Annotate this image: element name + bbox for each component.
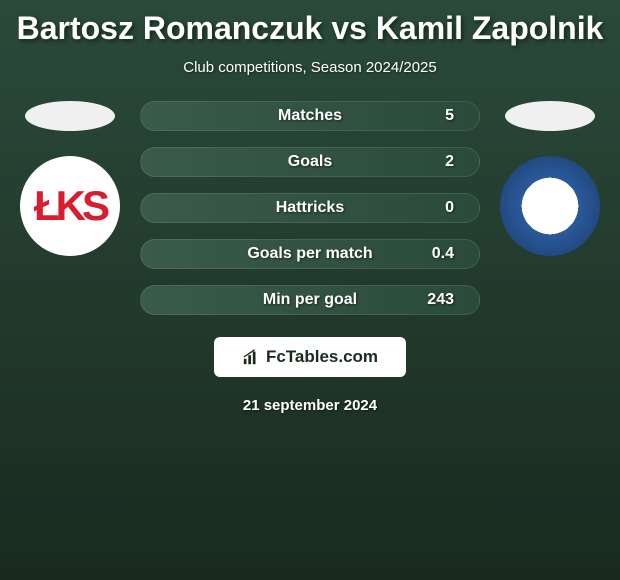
player-right-avatar [505,101,595,131]
stat-row: Goals per match 0.4 [140,239,480,269]
stat-right-value: 243 [414,291,454,309]
player-left-avatar [25,101,115,131]
club-logo-left: ŁKS [20,156,120,256]
brand-label: FcTables.com [266,347,378,367]
stat-label: Hattricks [206,199,414,217]
brand-container: FcTables.com [0,337,620,377]
stat-right-value: 0 [414,199,454,217]
stat-label: Goals [206,153,414,171]
stat-row: Min per goal 243 [140,285,480,315]
club-logo-right: TERMALICA BRUK-BET [500,156,600,256]
subtitle: Club competitions, Season 2024/2025 [0,59,620,76]
page-title: Bartosz Romanczuk vs Kamil Zapolnik [0,0,620,47]
comparison-content: ŁKS Matches 5 Goals 2 Hattricks 0 Goals … [0,101,620,315]
stat-right-value: 5 [414,107,454,125]
chart-icon [242,348,260,366]
stat-row: Hattricks 0 [140,193,480,223]
date-label: 21 september 2024 [0,397,620,414]
stat-label: Matches [206,107,414,125]
stat-label: Goals per match [206,245,414,263]
stat-row: Matches 5 [140,101,480,131]
club-logo-right-text: TERMALICA BRUK-BET [524,195,577,217]
brand-badge[interactable]: FcTables.com [214,337,406,377]
stats-column: Matches 5 Goals 2 Hattricks 0 Goals per … [140,101,480,315]
stat-row: Goals 2 [140,147,480,177]
club-logo-left-text: ŁKS [34,182,106,230]
stat-right-value: 0.4 [414,245,454,263]
stat-right-value: 2 [414,153,454,171]
player-right-column: TERMALICA BRUK-BET [500,101,600,256]
player-left-column: ŁKS [20,101,120,256]
stat-label: Min per goal [206,291,414,309]
